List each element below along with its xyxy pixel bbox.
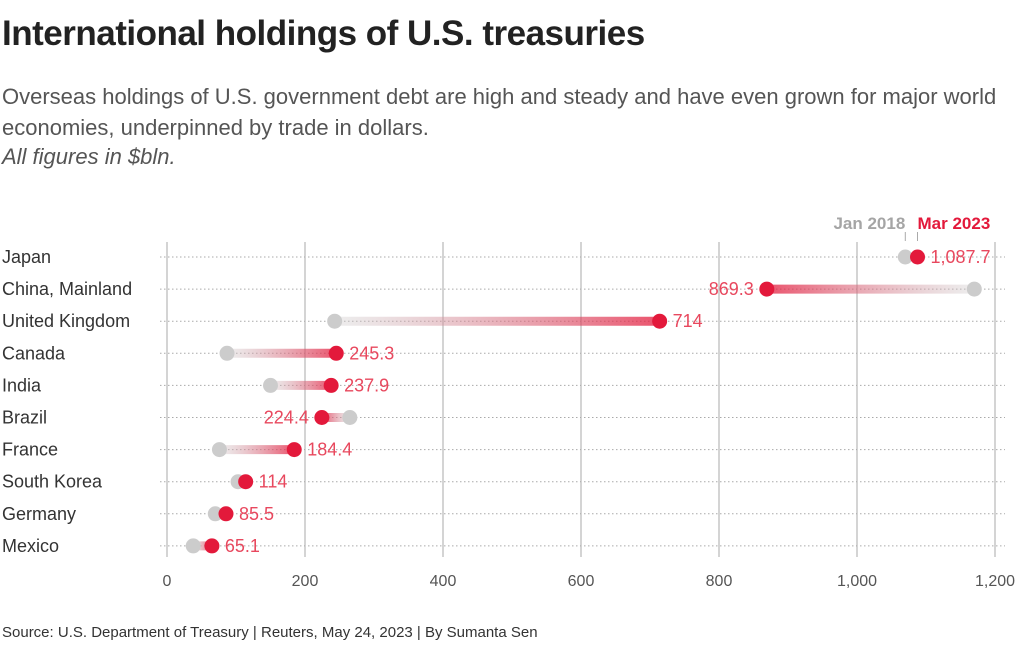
category-label: Brazil — [2, 408, 47, 428]
start-dot — [342, 410, 358, 425]
category-label: Japan — [2, 247, 51, 267]
category-label: Germany — [2, 504, 76, 524]
end-value-label: 869.3 — [709, 279, 754, 299]
chart-row: United Kingdom 714 — [2, 311, 1005, 331]
start-dot — [211, 442, 227, 458]
grid-layer — [166, 242, 996, 557]
legend: Jan 2018 Mar 2023 — [833, 214, 990, 241]
category-label: Mexico — [2, 536, 59, 556]
x-axis: 0 200 400 600 800 1,000 1,200 — [163, 573, 1016, 590]
category-label: India — [2, 375, 42, 395]
start-dot — [897, 249, 913, 265]
chart-row: India 237.9 — [2, 375, 1005, 395]
legend-label-mar-2023: Mar 2023 — [918, 214, 991, 233]
category-label: Canada — [2, 343, 66, 363]
chart-row: Mexico 65.1 — [2, 536, 1005, 556]
category-label: United Kingdom — [2, 311, 130, 331]
end-value-label: 85.5 — [239, 504, 274, 524]
source-note: Source: U.S. Department of Treasury | Re… — [2, 624, 538, 641]
x-tick-label: 200 — [292, 573, 319, 590]
chart-row: France 184.4 — [2, 440, 1005, 460]
end-dot — [238, 474, 254, 490]
end-value-label: 714 — [673, 311, 703, 331]
end-dot — [286, 442, 302, 458]
chart-title: International holdings of U.S. treasurie… — [2, 14, 645, 53]
chart-row: Germany 85.5 — [2, 504, 1005, 524]
x-tick-label: 1,200 — [975, 573, 1015, 590]
end-value-label: 245.3 — [349, 343, 394, 363]
x-tick-label: 0 — [163, 573, 172, 590]
x-tick-label: 800 — [706, 573, 733, 590]
start-dot — [263, 377, 278, 393]
category-label: China, Mainland — [2, 279, 132, 299]
end-dot — [314, 410, 330, 425]
category-label: South Korea — [2, 472, 103, 492]
end-dot — [328, 345, 344, 361]
chart-row: South Korea 114 — [2, 472, 1005, 492]
chart-row: Canada 245.3 — [2, 343, 1005, 363]
start-dot — [207, 506, 223, 522]
chart-rows: Japan 1,087.7 China, Mainland 869.3 United K… — [2, 247, 1005, 556]
units-note: All figures in $bln. — [2, 144, 176, 169]
end-dot — [759, 281, 775, 297]
start-dot — [185, 538, 201, 554]
end-value-label: 1,087.7 — [931, 247, 991, 267]
end-value-label: 237.9 — [344, 375, 389, 395]
start-dot — [219, 345, 235, 361]
start-dot — [327, 313, 343, 329]
end-dot — [204, 538, 220, 554]
chart-row: Japan 1,087.7 — [2, 247, 1005, 267]
category-label: France — [2, 440, 58, 460]
end-dot — [323, 377, 339, 393]
start-dot — [966, 281, 982, 297]
x-tick-label: 1,000 — [837, 573, 877, 590]
chart-row: China, Mainland 869.3 — [2, 279, 1005, 299]
end-value-label: 184.4 — [307, 440, 352, 460]
dumbbell-chart: Jan 2018 Mar 2023 Japan 1,087.7 China, Main… — [2, 214, 1016, 590]
chart-row: Brazil 224.4 — [2, 408, 1005, 428]
end-value-label: 224.4 — [264, 408, 309, 428]
legend-label-jan-2018: Jan 2018 — [833, 214, 905, 233]
end-dot — [218, 506, 234, 522]
x-tick-label: 400 — [430, 573, 457, 590]
x-tick-label: 600 — [568, 573, 595, 590]
end-dot — [910, 249, 926, 265]
end-value-label: 114 — [259, 472, 288, 492]
chart-subtitle: Overseas holdings of U.S. government deb… — [2, 84, 997, 140]
end-value-label: 65.1 — [225, 536, 260, 556]
end-dot — [652, 313, 668, 329]
